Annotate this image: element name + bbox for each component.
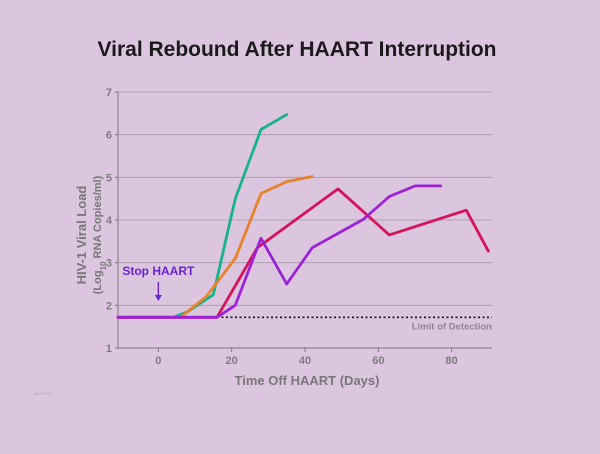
x-tick-label: 0 <box>155 355 161 367</box>
y-tick-label: 5 <box>106 172 112 184</box>
series-group <box>116 113 490 319</box>
y-tick-label: 2 <box>106 300 112 312</box>
reference-line-group: Limit of Detection <box>208 316 492 332</box>
series-line-1 <box>116 113 289 319</box>
y-tick-label: 4 <box>106 215 113 227</box>
annotation-group: Stop HAART <box>122 264 195 301</box>
stop-haart-label: Stop HAART <box>122 264 195 278</box>
gridlines <box>118 91 492 306</box>
series-line-3 <box>116 187 490 319</box>
series-line-4 <box>116 184 443 319</box>
y-tick-label: 3 <box>106 258 112 270</box>
x-tick-label: 40 <box>299 355 311 367</box>
y-axis-subtitle: (Log10 RNA Copies/ml) <box>92 175 108 294</box>
y-axis-title: HIV-1 Viral Load <box>74 186 89 285</box>
x-tick-label: 80 <box>446 355 458 367</box>
y-tick-label: 1 <box>106 343 112 355</box>
x-tick-label: 20 <box>226 355 238 367</box>
y-tick-label: 6 <box>106 130 112 142</box>
axes <box>115 91 492 352</box>
credit-text: ACTG5Y5 <box>34 391 53 396</box>
chart-title: Viral Rebound After HAART Interruption <box>98 38 497 61</box>
x-axis-title: Time Off HAART (Days) <box>235 373 380 388</box>
x-tick-label: 60 <box>372 355 384 367</box>
series-line-2 <box>116 175 314 319</box>
limit-of-detection-label: Limit of Detection <box>412 321 492 332</box>
y-tick-label: 7 <box>106 87 112 99</box>
stop-haart-arrow-head <box>154 295 162 301</box>
tick-labels: 1 2 3 4 5 6 7 0 20 40 60 80 <box>106 87 458 367</box>
